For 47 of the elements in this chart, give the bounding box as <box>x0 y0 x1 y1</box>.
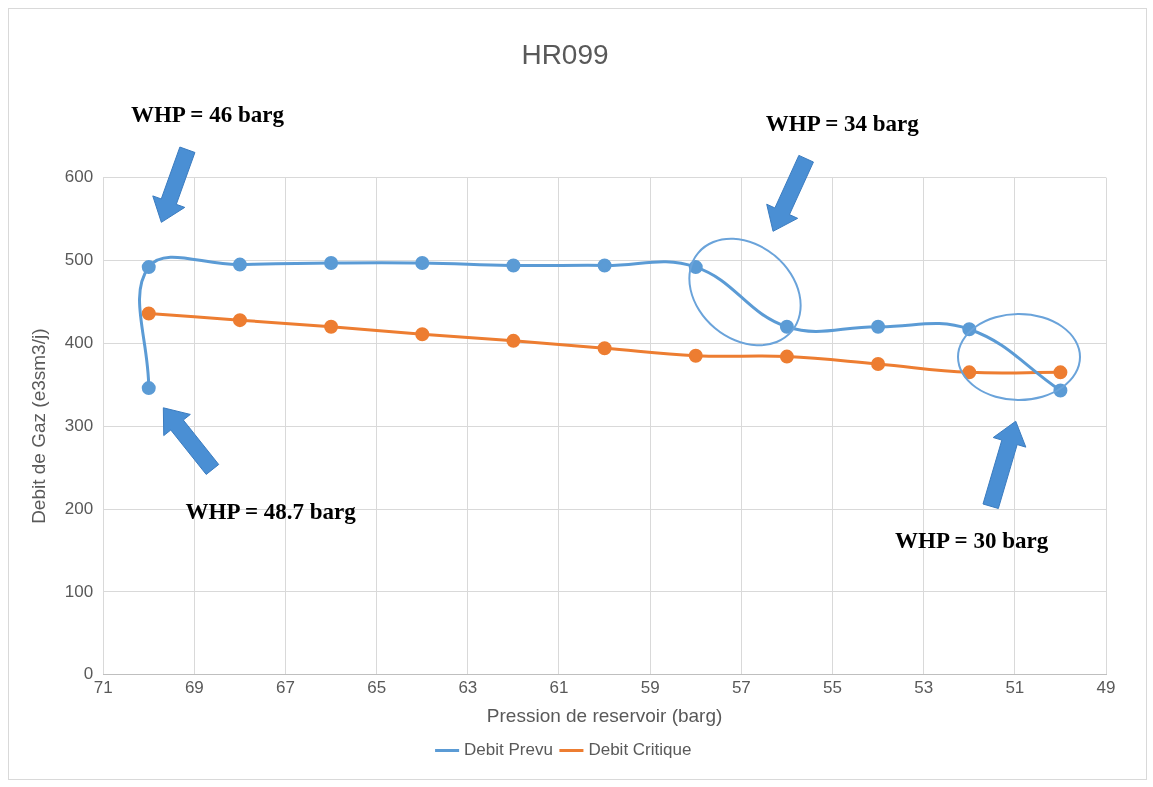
annotation: WHP = 48.7 barg <box>185 499 357 525</box>
point <box>688 348 703 363</box>
point <box>232 313 247 328</box>
annotation: WHP = 30 barg <box>895 528 1049 554</box>
x-tick-label: 69 <box>184 677 204 697</box>
point <box>506 258 521 273</box>
x-tick-label: 67 <box>276 677 295 697</box>
x-tick-label: 65 <box>367 677 387 697</box>
y-tick-label: 400 <box>64 333 94 353</box>
x-tick-label: 53 <box>914 677 934 697</box>
y-tick-label: 200 <box>64 498 94 518</box>
point <box>324 319 339 334</box>
y-tick-label: 100 <box>64 581 94 601</box>
text: WHP = 46 barg <box>130 101 285 127</box>
point <box>871 357 886 372</box>
x-tick-label: 71 <box>93 677 113 697</box>
point <box>597 258 612 273</box>
point <box>415 255 430 270</box>
point <box>597 341 612 356</box>
y-tick-label: 600 <box>64 167 94 187</box>
point <box>232 257 247 272</box>
y-tick-label: 0 <box>83 664 94 684</box>
y-tick-label: 500 <box>64 250 94 270</box>
text: WHP = 34 barg <box>765 110 920 136</box>
point <box>141 260 156 275</box>
x-tick-label: 49 <box>1096 677 1116 697</box>
point <box>1053 365 1068 380</box>
chart-title: HR099 <box>521 38 609 70</box>
point <box>141 306 156 321</box>
point <box>779 319 794 334</box>
point <box>415 327 430 342</box>
point <box>506 333 521 348</box>
y-tick-label: 300 <box>64 415 94 435</box>
point <box>871 319 886 334</box>
point <box>324 255 339 270</box>
y-axis-title: Debit de Gaz (e3sm3/j) <box>27 328 49 524</box>
x-axis-title: Pression de reservoir (barg) <box>486 704 723 726</box>
legend-label: Debit Prevu <box>464 740 553 760</box>
x-tick-label: 55 <box>823 677 842 697</box>
x-tick-label: 59 <box>640 677 660 697</box>
point <box>141 381 156 396</box>
x-tick-label: 63 <box>458 677 478 697</box>
x-tick-label: 51 <box>1005 677 1025 697</box>
point <box>779 349 794 364</box>
x-tick-label: 57 <box>731 677 751 697</box>
legend-label: Debit Critique <box>588 740 692 760</box>
x-tick-label: 61 <box>549 677 569 697</box>
